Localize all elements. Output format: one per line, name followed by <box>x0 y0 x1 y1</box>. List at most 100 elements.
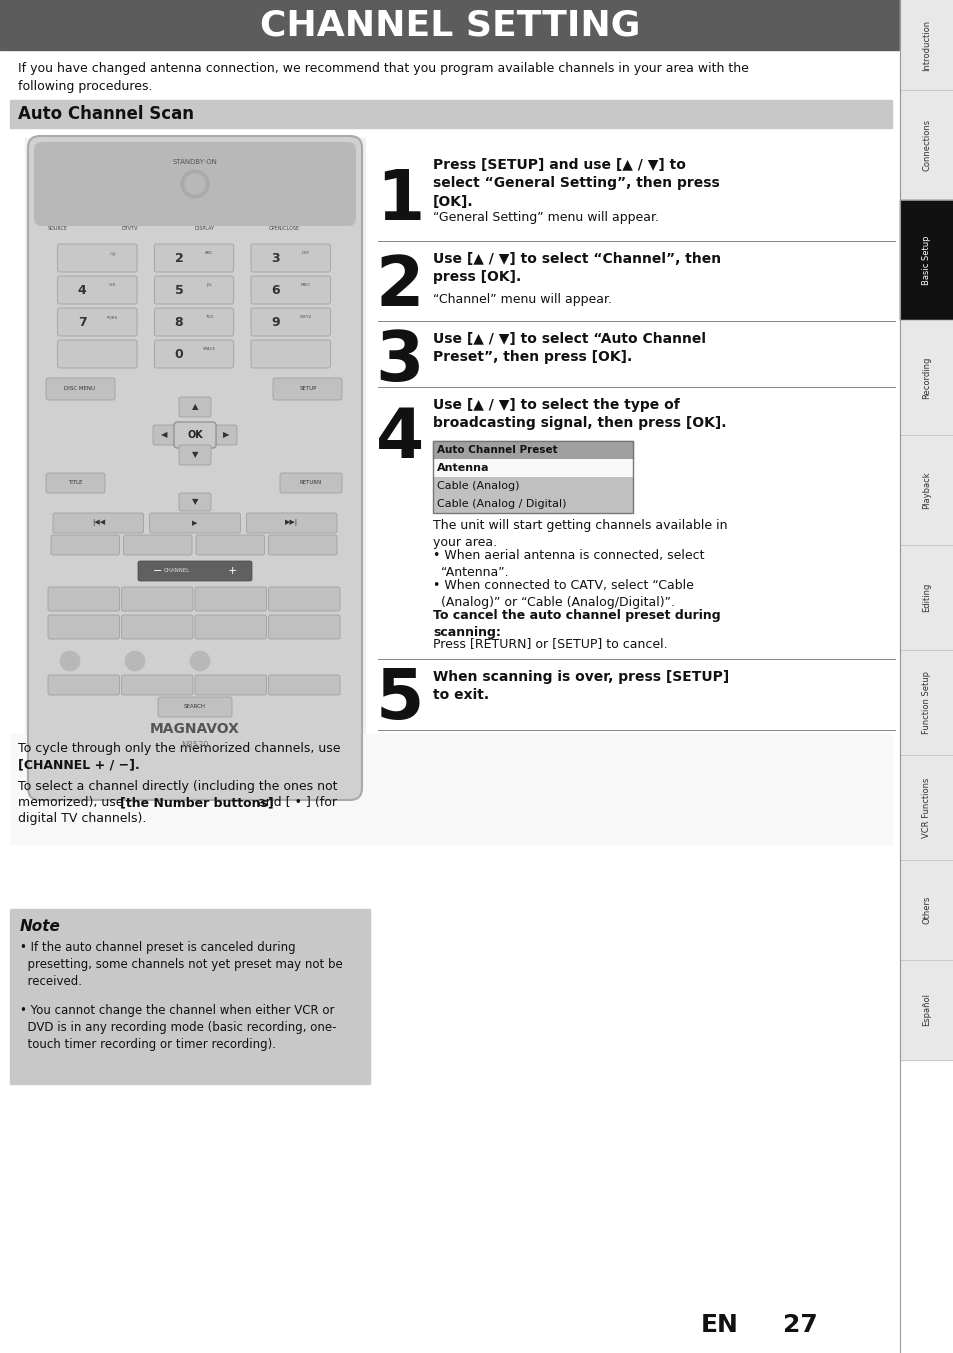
Text: WXYZ: WXYZ <box>299 315 312 319</box>
FancyBboxPatch shape <box>214 425 236 445</box>
Text: DEF: DEF <box>301 252 310 256</box>
Text: digital TV channels).: digital TV channels). <box>18 812 146 825</box>
Bar <box>899 861 953 961</box>
Text: 2: 2 <box>375 253 424 321</box>
FancyBboxPatch shape <box>280 474 341 492</box>
Bar <box>899 755 953 861</box>
FancyBboxPatch shape <box>34 142 355 226</box>
Text: 6: 6 <box>271 284 279 296</box>
FancyBboxPatch shape <box>152 425 174 445</box>
Text: Press [SETUP] and use [▲ / ▼] to
select “General Setting”, then press
[OK].: Press [SETUP] and use [▲ / ▼] to select … <box>433 158 719 208</box>
Text: Introduction: Introduction <box>922 19 930 70</box>
Text: 3: 3 <box>271 252 279 265</box>
Text: Antenna: Antenna <box>436 463 489 474</box>
FancyBboxPatch shape <box>194 675 266 695</box>
Text: SEARCH: SEARCH <box>184 705 206 709</box>
Bar <box>899 91 953 200</box>
Text: TUV: TUV <box>205 315 213 319</box>
Text: Recording: Recording <box>922 356 930 399</box>
Text: 1: 1 <box>375 168 424 234</box>
FancyBboxPatch shape <box>57 340 137 368</box>
Text: 7: 7 <box>78 317 87 329</box>
Text: 2: 2 <box>174 252 183 265</box>
FancyBboxPatch shape <box>154 276 233 304</box>
Text: [CHANNEL + / −].: [CHANNEL + / −]. <box>18 758 139 771</box>
Text: RETURN: RETURN <box>299 480 322 486</box>
Text: Auto Channel Scan: Auto Channel Scan <box>18 106 193 123</box>
FancyBboxPatch shape <box>28 137 361 800</box>
Text: memorized), use: memorized), use <box>18 796 128 809</box>
FancyBboxPatch shape <box>48 675 119 695</box>
Text: SOURCE: SOURCE <box>48 226 68 230</box>
Text: ▶▶|: ▶▶| <box>285 520 298 526</box>
FancyBboxPatch shape <box>121 587 193 612</box>
Text: “Channel” menu will appear.: “Channel” menu will appear. <box>433 294 612 306</box>
FancyBboxPatch shape <box>179 396 211 417</box>
Text: Use [▲ / ▼] to select “Channel”, then
press [OK].: Use [▲ / ▼] to select “Channel”, then pr… <box>433 252 720 284</box>
Text: 27: 27 <box>781 1312 817 1337</box>
Text: [the Number buttons]: [the Number buttons] <box>120 796 274 809</box>
Text: • When aerial antenna is connected, select
  “Antenna”.: • When aerial antenna is connected, sele… <box>433 549 703 579</box>
Text: ▲: ▲ <box>192 402 198 411</box>
Text: MNO: MNO <box>300 283 311 287</box>
Text: Use [▲ / ▼] to select the type of
broadcasting signal, then press [OK].: Use [▲ / ▼] to select the type of broadc… <box>433 398 726 430</box>
Text: Cable (Analog / Digital): Cable (Analog / Digital) <box>436 499 566 509</box>
Bar <box>433 478 633 495</box>
Text: JKL: JKL <box>206 283 212 287</box>
FancyBboxPatch shape <box>51 534 119 555</box>
Text: OK: OK <box>187 430 203 440</box>
Text: ▶: ▶ <box>193 520 197 526</box>
FancyBboxPatch shape <box>121 675 193 695</box>
Text: 5: 5 <box>375 667 424 733</box>
Circle shape <box>185 175 205 193</box>
Text: Playback: Playback <box>922 471 930 509</box>
FancyBboxPatch shape <box>48 616 119 639</box>
Bar <box>899 436 953 545</box>
FancyBboxPatch shape <box>251 340 330 368</box>
Text: To select a channel directly (including the ones not: To select a channel directly (including … <box>18 779 337 793</box>
FancyBboxPatch shape <box>53 513 144 533</box>
Bar <box>433 441 633 513</box>
Text: TITLE: TITLE <box>68 480 82 486</box>
FancyBboxPatch shape <box>194 587 266 612</box>
Text: PQRS: PQRS <box>107 315 118 319</box>
Bar <box>10 733 891 844</box>
FancyBboxPatch shape <box>121 616 193 639</box>
FancyBboxPatch shape <box>251 276 330 304</box>
FancyBboxPatch shape <box>57 308 137 336</box>
Text: ▶: ▶ <box>222 430 229 440</box>
FancyBboxPatch shape <box>123 534 192 555</box>
FancyBboxPatch shape <box>195 534 264 555</box>
Circle shape <box>181 170 209 198</box>
Text: +: + <box>227 566 236 576</box>
Text: N8539: N8539 <box>181 740 209 750</box>
Text: DISC MENU: DISC MENU <box>65 387 95 391</box>
Text: ABC: ABC <box>205 252 213 256</box>
Text: DTVTV: DTVTV <box>121 226 138 230</box>
FancyBboxPatch shape <box>46 377 115 400</box>
Text: 3: 3 <box>375 329 424 395</box>
Bar <box>25 138 365 798</box>
FancyBboxPatch shape <box>251 308 330 336</box>
Text: 5: 5 <box>174 284 183 296</box>
Text: • If the auto channel preset is canceled during
  presetting, some channels not : • If the auto channel preset is canceled… <box>20 940 342 988</box>
Text: Press [RETURN] or [SETUP] to cancel.: Press [RETURN] or [SETUP] to cancel. <box>433 637 667 649</box>
Text: and [ • ] (for: and [ • ] (for <box>253 796 336 809</box>
Text: 4: 4 <box>78 284 87 296</box>
Text: Others: Others <box>922 896 930 924</box>
Text: MAGNAVOX: MAGNAVOX <box>150 723 240 736</box>
Bar <box>10 909 370 1084</box>
FancyBboxPatch shape <box>158 697 232 717</box>
Text: GHI: GHI <box>109 283 116 287</box>
Circle shape <box>125 651 145 671</box>
FancyBboxPatch shape <box>48 587 119 612</box>
Text: When scanning is over, press [SETUP]
to exit.: When scanning is over, press [SETUP] to … <box>433 670 728 702</box>
Bar <box>899 649 953 755</box>
Circle shape <box>60 651 80 671</box>
FancyBboxPatch shape <box>138 561 252 580</box>
Text: Note: Note <box>20 919 61 934</box>
Text: SETUP: SETUP <box>299 387 316 391</box>
FancyBboxPatch shape <box>179 445 211 465</box>
FancyBboxPatch shape <box>273 377 341 400</box>
Text: Connections: Connections <box>922 119 930 170</box>
